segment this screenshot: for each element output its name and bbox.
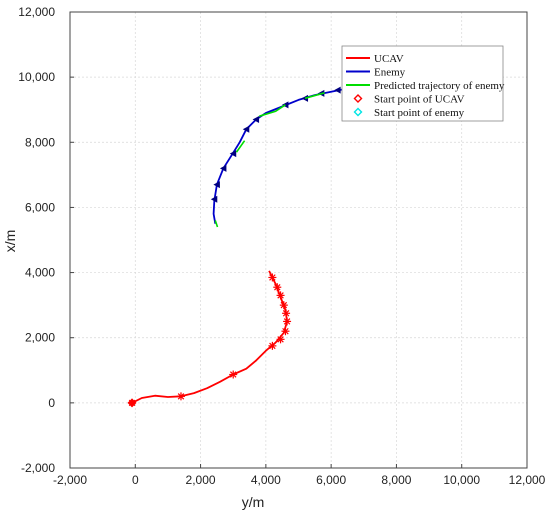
x-tick-label: 6,000	[316, 473, 346, 487]
x-axis-label: y/m	[242, 494, 265, 510]
ucav-marker	[276, 335, 285, 344]
x-tick-label: 4,000	[251, 473, 281, 487]
predicted-trajectory-segment	[304, 92, 325, 100]
enemy-marker	[301, 94, 309, 102]
ucav-marker	[273, 283, 282, 292]
ucav-marker	[281, 327, 290, 336]
legend-label-3: Start point of UCAV	[374, 94, 465, 106]
enemy-marker	[334, 86, 341, 94]
x-tick-label: -2,000	[53, 473, 87, 487]
y-tick-label: 10,000	[18, 70, 55, 84]
legend-swatch-3	[353, 94, 363, 103]
legend-label-4: Start point of enemy	[374, 107, 465, 119]
x-tick-label: 12,000	[509, 473, 546, 487]
ucav-marker	[279, 301, 288, 310]
predicted-trajectory-segment	[214, 220, 219, 228]
y-tick-label: 2,000	[25, 331, 55, 345]
tick-labels: -2,000 0 2,000 4,000 6,000 8,000 10,000 12,000 -…	[18, 5, 545, 487]
predicted-trajectory-segment	[259, 104, 286, 117]
ucav-marker	[229, 370, 238, 379]
predicted-trajectory-segment	[235, 140, 246, 153]
enemy-marker	[213, 181, 220, 189]
y-tick-label: 0	[48, 396, 55, 410]
ucav-marker	[283, 317, 292, 326]
legend-label-0: UCAV	[374, 53, 404, 65]
enemy-marker	[219, 164, 227, 172]
ucav-marker	[268, 273, 277, 282]
y-tick-label: -2,000	[21, 461, 55, 475]
enemy-marker	[229, 150, 237, 158]
x-tick-label: 0	[132, 473, 139, 487]
ucav-marker	[268, 341, 277, 350]
enemy-marker	[210, 195, 218, 203]
enemy-marker	[242, 125, 250, 133]
y-tick-label: 12,000	[18, 5, 55, 19]
y-tick-label: 8,000	[25, 135, 55, 149]
y-tick-label: 6,000	[25, 200, 55, 214]
y-axis-label: x/m	[2, 230, 18, 253]
x-tick-label: 10,000	[443, 473, 480, 487]
plot-frame	[69, 11, 528, 469]
legend-swatch-4	[353, 107, 363, 117]
y-tick-label: 4,000	[25, 266, 55, 280]
enemy-marker	[252, 115, 260, 123]
ucav-trajectory-line	[131, 270, 289, 404]
ucav-marker	[282, 309, 291, 318]
ucav-start-point	[127, 398, 137, 408]
legend-label-1: Enemy	[374, 67, 406, 79]
legend-label-2: Predicted trajectory of enemy	[374, 80, 505, 92]
x-tick-label: 8,000	[381, 473, 411, 487]
ucav-marker	[276, 291, 285, 300]
ucav-marker	[176, 392, 185, 401]
x-tick-label: 2,000	[186, 473, 216, 487]
